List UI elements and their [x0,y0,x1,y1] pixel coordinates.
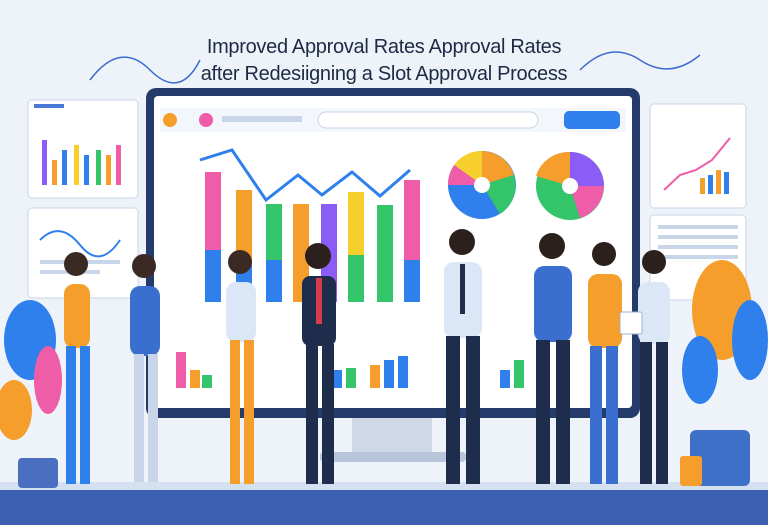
bar-chart-icon [42,140,121,185]
right-line-chart-panel [649,103,747,209]
line-chart-icon [663,137,731,191]
person-icon [130,254,160,482]
floor [0,488,768,525]
plant-icon [0,300,62,488]
title-line-2: after Redesiigning a Slot Approval Proce… [200,63,568,85]
pie-chart-icon [536,151,604,220]
pie-chart-icon [447,150,516,219]
main-bar-chart [199,148,420,302]
plant-icon [680,260,768,486]
left-bar-chart-panel [27,99,139,199]
person-icon [619,250,670,484]
person-icon [302,243,336,484]
person-icon [64,252,90,484]
page-title: Improved Approval Rates Approval Rates a… [0,34,768,88]
person-icon [588,242,622,484]
person-icon [534,233,572,484]
monitor-icon [146,88,640,462]
clipboard-icon [619,311,643,335]
person-icon [226,250,256,484]
person-icon [444,229,482,484]
title-line-1: Improved Approval Rates Approval Rates [206,36,562,58]
lower-bar-strip [176,352,524,388]
